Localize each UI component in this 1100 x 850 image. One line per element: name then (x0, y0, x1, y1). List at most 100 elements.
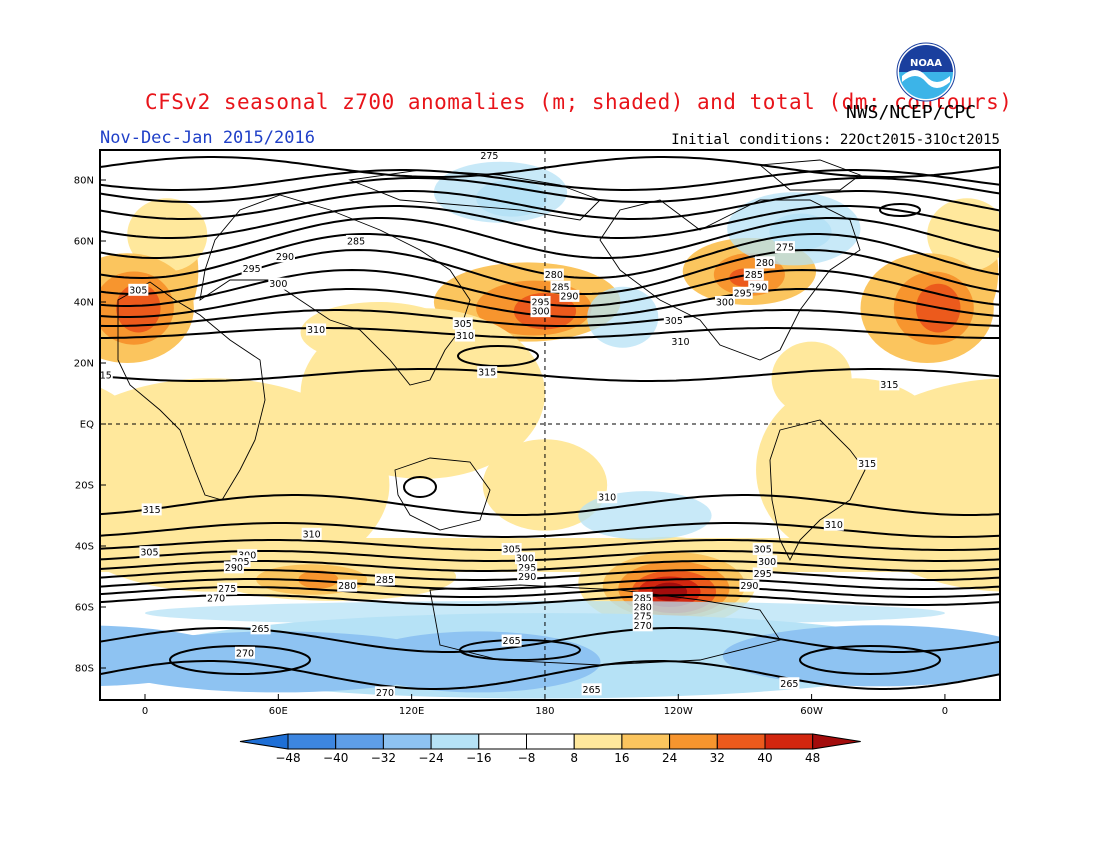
colorbar-arrow-right (812, 733, 861, 750)
contour-label: 285 (634, 593, 652, 604)
colorbar-segment (430, 733, 480, 750)
contour-label: 270 (236, 648, 254, 659)
contour-label-bg (479, 150, 500, 162)
anomaly-region (116, 283, 161, 333)
contour-label: 265 (780, 679, 798, 690)
contour-label-bg (530, 296, 551, 308)
contour-label: 315 (94, 371, 112, 382)
colorbar-segment (335, 733, 384, 750)
colorbar-label: −16 (466, 751, 491, 765)
reference-lines (100, 150, 1000, 700)
contour-label: 300 (531, 307, 549, 318)
contour-label: 310 (307, 325, 325, 336)
contour-label-bg (757, 555, 778, 568)
coastline (599, 199, 861, 361)
height-contour (100, 586, 1000, 598)
contour-label-bg (559, 289, 580, 302)
contour-label: 290 (560, 291, 578, 302)
lat-tick-label: 60S (75, 603, 94, 614)
lat-tick-label: 60N (74, 237, 94, 248)
contour-label: 310 (456, 331, 474, 342)
contour-label: 280 (545, 270, 563, 281)
colorbar-segment (621, 733, 671, 750)
contour-label-bg (514, 552, 535, 565)
colorbar-segment (573, 733, 623, 750)
lat-tick-label: 80N (74, 176, 94, 187)
contour-label-bg (337, 579, 358, 592)
contour-label: 310 (598, 493, 616, 504)
contour-label: 290 (276, 252, 294, 263)
contour-label-bg (477, 366, 498, 379)
contour-label: 290 (740, 581, 758, 592)
contour-label: 285 (347, 237, 365, 248)
contour-label-bg (632, 601, 653, 613)
contour-label-bg (774, 241, 795, 254)
contour-label: 315 (858, 459, 876, 470)
contour-label: 275 (634, 612, 652, 623)
map-title: CFSv2 seasonal z700 anomalies (m; shaded… (145, 90, 1013, 114)
colorbar-segment (669, 733, 718, 750)
colorbar-label: 16 (614, 751, 629, 765)
agency-label: NWS/NCEP/CPC (846, 102, 977, 123)
contour-label-bg (100, 369, 113, 382)
contour-label-bg (234, 646, 255, 659)
contour-label: 280 (756, 258, 774, 269)
coastline (117, 281, 266, 501)
contour-label-bg (223, 561, 244, 574)
lat-tick-label: 40N (74, 298, 94, 309)
contour-label: 280 (634, 603, 652, 614)
coastline (348, 169, 601, 221)
lon-tick-label: 120W (664, 706, 693, 717)
contour-label-bg (517, 570, 538, 583)
colorbar-label: 48 (805, 751, 820, 765)
contour-label: 295 (518, 563, 536, 574)
height-contour (100, 217, 1000, 259)
lon-tick-label: 120E (399, 706, 424, 717)
colorbar-segment (526, 733, 575, 750)
closed-contour (403, 476, 437, 498)
anomaly-region (298, 570, 339, 589)
contour-label-bg (632, 619, 653, 632)
noaa-logo-icon: NOAA (896, 42, 956, 102)
contour-label: 275 (480, 151, 498, 162)
contour-label-bg (714, 296, 735, 308)
logo-text: NOAA (910, 58, 942, 69)
contour-label: 315 (478, 368, 496, 379)
contour-label-bg (748, 280, 769, 293)
contour-label-bg (597, 491, 618, 504)
coastlines (117, 159, 866, 666)
contour-label-bg (543, 268, 564, 281)
contour-label: 290 (225, 563, 243, 574)
closed-contour (879, 203, 921, 217)
contour-label: 295 (734, 288, 752, 299)
contour-label-bg (754, 256, 775, 269)
contour-label-bg (501, 634, 522, 647)
contour-label-bg (663, 314, 684, 327)
contour-label-bg (739, 579, 760, 592)
forecast-period: Nov-Dec-Jan 2015/2016 (100, 128, 315, 148)
contour-label: 305 (454, 319, 472, 330)
height-contour (100, 156, 1000, 178)
contour-label-bg (632, 610, 653, 623)
contour-label-bg (452, 317, 473, 330)
contour-label: 295 (531, 298, 549, 309)
contour-label: 305 (503, 545, 521, 556)
colorbar-label: −48 (275, 751, 300, 765)
height-contour (100, 594, 1000, 606)
lat-tick-label: 20N (74, 359, 94, 370)
colorbar-label: −32 (371, 751, 396, 765)
contour-label: 295 (243, 264, 261, 275)
contour-label: 280 (338, 581, 356, 592)
colorbar-segment (478, 733, 527, 750)
contour-label: 300 (716, 298, 734, 309)
lon-tick-label: 0 (142, 706, 148, 717)
anomaly-region (927, 198, 1000, 272)
contour-label-bg (879, 378, 900, 391)
contour-label: 275 (218, 584, 236, 595)
lat-tick-label: 80S (75, 664, 94, 675)
contour-label: 265 (583, 685, 601, 696)
contour-label-bg (517, 561, 538, 574)
colorbar-segment (287, 733, 337, 750)
colorbar-segment (382, 733, 432, 750)
